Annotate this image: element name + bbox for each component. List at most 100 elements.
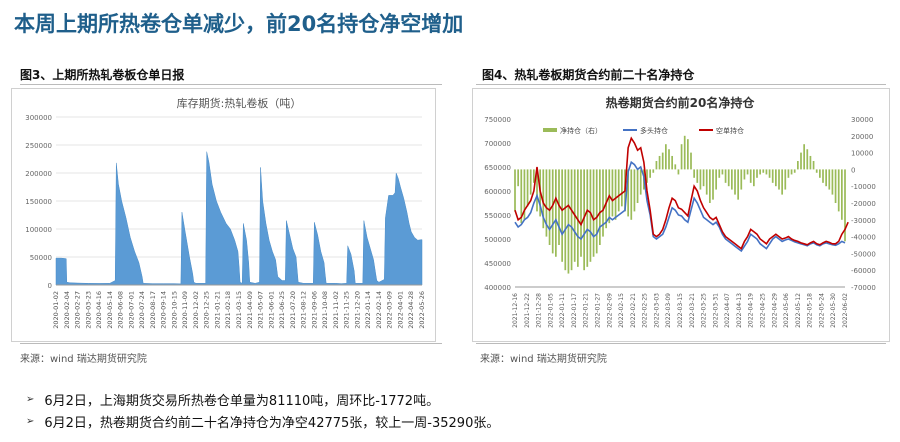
inventory-chart: 库存期货:热轧卷板（吨） 0 50000 100000 150000 200000 2500… [25, 96, 426, 329]
net-position-bar [803, 144, 805, 170]
x-tick-label: 2021-12-22 [524, 293, 531, 328]
net-position-bar [580, 169, 582, 257]
x-tick-label: 2022-05-30 [830, 293, 837, 328]
net-position-bar [797, 161, 799, 170]
y-tick-label: 150000 [25, 198, 52, 206]
net-position-bar [661, 152, 664, 170]
x-tick-label: 2021-12-28 [536, 293, 543, 328]
net-position-bar [558, 169, 560, 245]
net-position-bar [727, 169, 730, 187]
net-position-bar [693, 169, 695, 178]
net-position-bar [819, 169, 821, 178]
x-tick-label: 2020-10-15 [170, 291, 178, 329]
net-position-bar [602, 169, 604, 237]
net-position-bar [800, 152, 802, 170]
net-position-bar [831, 169, 834, 195]
net-position-bar [844, 169, 846, 242]
net-position-bar [567, 169, 570, 274]
x-tick-label: 2020-07-01 [127, 291, 135, 329]
x-tick-label: 2022-05-12 [795, 293, 802, 328]
net-position-bar [740, 169, 743, 190]
legend-label: 空单持仓 [716, 126, 744, 135]
x-tick-label: 2021-11-25 [343, 291, 351, 329]
net-position-bar [520, 169, 523, 224]
net-position-bar [775, 169, 777, 187]
net-position-bar [762, 169, 765, 173]
x-tick-label: 2021-12-16 [512, 293, 519, 328]
net-position-bar [630, 169, 633, 220]
net-position-bar [765, 169, 768, 175]
net-position-bar [790, 169, 793, 175]
net-position-bar [668, 149, 670, 170]
net-position-bar [536, 169, 538, 212]
net-position-bar [687, 139, 689, 170]
x-tick-label: 2020-11-09 [181, 291, 189, 329]
x-tick-label: 2021-09-06 [310, 291, 318, 329]
net-position-bar [674, 164, 677, 170]
net-position-bar [737, 169, 739, 200]
inventory-area [55, 151, 423, 286]
x-tick-label: 2022-04-19 [748, 293, 755, 328]
x-tick-label: 2020-03-23 [84, 291, 92, 329]
net-position-bar [834, 169, 837, 203]
net-position-bar [652, 169, 655, 173]
x-tick-label: 2022-04-01 [396, 291, 404, 329]
net-position-bar [809, 155, 812, 170]
y2-tick-label: -30000 [851, 217, 876, 225]
x-tick-label: 2021-12-20 [353, 291, 361, 329]
x-tick-label: 2022-05-24 [818, 293, 825, 328]
net-position-bar [743, 169, 746, 180]
chart-legend: 净持仓（右） 多头持仓 空单持仓 [543, 126, 744, 135]
x-tick-label: 2022-01-11 [559, 293, 566, 328]
net-position-bar [583, 169, 585, 271]
net-position-bar [677, 169, 680, 175]
net-position-bar [812, 161, 815, 170]
net-position-bar [649, 169, 651, 178]
net-position-bar [753, 169, 755, 187]
net-position-bar [715, 169, 717, 190]
legend-swatch [543, 128, 557, 132]
x-tick-label: 2022-01-21 [583, 293, 590, 328]
x-tick-label: 2020-02-04 [63, 291, 71, 329]
y-tick-label: 250000 [25, 142, 52, 150]
net-position-bar [561, 169, 563, 262]
net-position-bar [718, 169, 721, 178]
x-tick-label: 2022-01-05 [547, 293, 554, 328]
x-tick-label: 2020-08-17 [149, 291, 157, 329]
y-tick-label: 700000 [484, 140, 511, 148]
x-tick-label: 2021-06-25 [278, 291, 286, 329]
x-tick-label: 2020-09-14 [160, 291, 168, 329]
figure-3-label: 图3、上期所热轧卷板仓单日报 [20, 68, 185, 82]
net-position-bar [545, 169, 548, 237]
figure-3-bottom-rule [20, 343, 442, 344]
y2-tick-label: 0 [851, 166, 855, 174]
net-position-bar [683, 135, 686, 170]
net-position-bar [828, 169, 831, 190]
y-tick-label: 100000 [25, 226, 52, 234]
page-title: 本周上期所热卷仓单减少，前20名持仓净空增加 [14, 12, 464, 36]
x-tick-label: 2020-07-24 [138, 291, 146, 329]
net-position-bar [787, 169, 790, 178]
y-tick-label: 200000 [25, 170, 52, 178]
bullet-item: ➢ 6月2日，热卷期货合约前二十名净持仓为净空42775张，较上一周-35290… [26, 410, 499, 432]
bullet-list: ➢ 6月2日，上海期货交易所热卷仓单量为81110吨，周环比-1772吨。 ➢ … [26, 388, 499, 432]
x-tick-label: 2022-02-25 [642, 293, 649, 328]
y2-tick-label: -40000 [851, 234, 876, 242]
net-position-bar [822, 169, 824, 183]
long-position-line [514, 160, 846, 253]
net-position-bar [627, 169, 629, 217]
net-position-bar [721, 169, 724, 175]
y-tick-label: 0 [48, 282, 52, 290]
x-tick-label: 2020-01-02 [52, 291, 60, 329]
x-tick-label: 2020-04-16 [95, 291, 103, 329]
y-tick-label: 550000 [484, 212, 511, 220]
figure-4-source: 来源：wind 瑞达期货研究院 [480, 354, 607, 365]
y-tick-label: 400000 [484, 284, 511, 292]
inventory-chart-panel: 库存期货:热轧卷板（吨） 0 50000 100000 150000 200000 2500… [11, 88, 436, 342]
net-position-bar [617, 169, 620, 212]
net-position-bar [699, 169, 702, 190]
net-position-bar [712, 169, 714, 200]
net-position-bar [526, 169, 529, 207]
net-position-bar [709, 169, 711, 203]
